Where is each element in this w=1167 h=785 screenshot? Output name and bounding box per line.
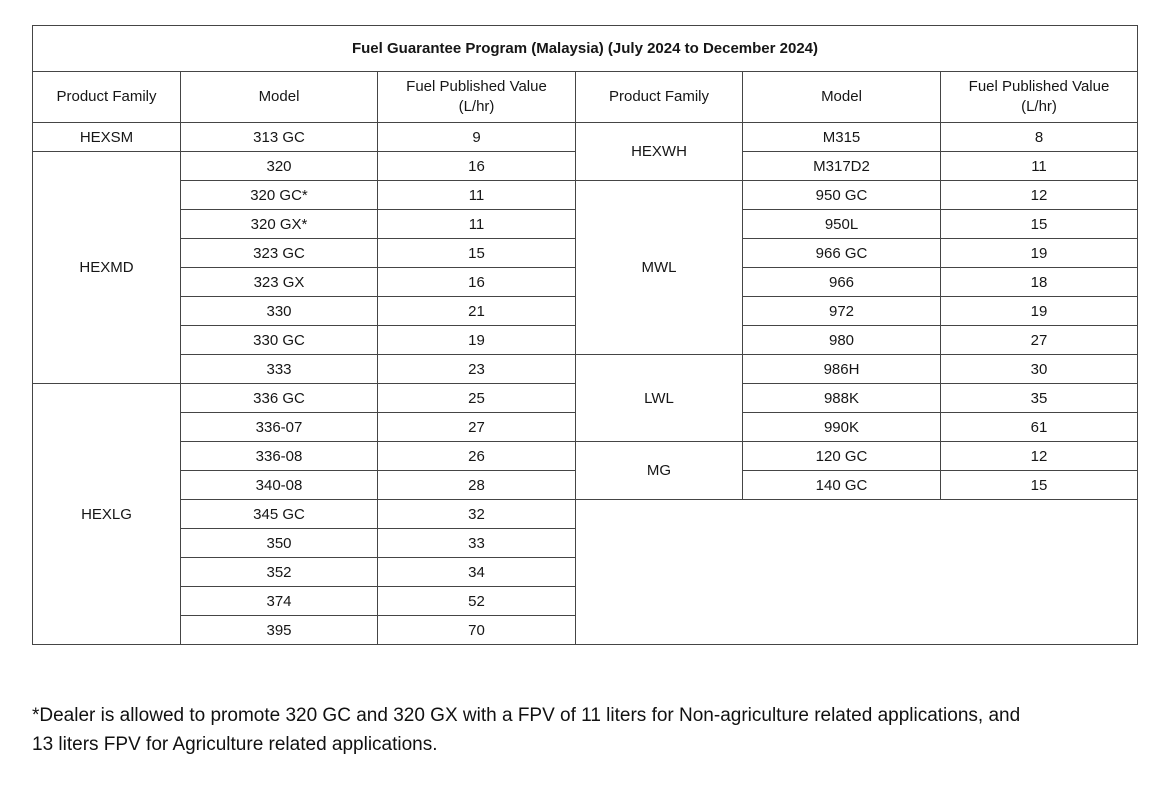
- table-row: 333 23 LWL 986H 30: [33, 354, 1138, 442]
- model-cell: 336 GC: [180, 383, 378, 413]
- family-cell: MWL: [575, 180, 743, 355]
- family-cell: HEXWH: [575, 122, 743, 181]
- value-cell: 11: [377, 180, 576, 210]
- table-row: 320 GX* 11 950L 15: [33, 209, 1138, 239]
- model-cell: 120 GC: [742, 441, 941, 471]
- model-cell: 966 GC: [742, 238, 941, 268]
- value-cell: 27: [940, 325, 1138, 355]
- value-cell: 12: [940, 441, 1138, 471]
- model-cell: 950 GC: [742, 180, 941, 210]
- title-row: Fuel Guarantee Program (Malaysia) (July …: [32, 25, 1138, 72]
- table-row: 395 70: [33, 615, 1138, 645]
- value-cell: 15: [940, 209, 1138, 239]
- header-row: Product Family Model Fuel Published Valu…: [32, 71, 1138, 123]
- value-cell: 25: [377, 383, 576, 413]
- family-cell: HEXLG: [32, 383, 181, 645]
- table-row: 323 GX 16 966 18: [33, 267, 1138, 297]
- model-cell: 320 GX*: [180, 209, 378, 239]
- value-cell: 16: [377, 267, 576, 297]
- model-cell: 336-07: [180, 412, 378, 442]
- value-cell: 21: [377, 296, 576, 326]
- value-cell: 9: [377, 122, 576, 152]
- family-cell: MG: [575, 441, 743, 500]
- table-row: 336-07 27 990K 61: [33, 412, 1138, 442]
- model-cell: 950L: [742, 209, 941, 239]
- model-cell: 333: [180, 354, 378, 384]
- value-cell: 8: [940, 122, 1138, 152]
- empty-region: [575, 499, 1138, 645]
- value-cell: 11: [940, 151, 1138, 181]
- model-cell: 340-08: [180, 470, 378, 500]
- header-product-family-left: Product Family: [32, 71, 181, 123]
- header-model-right: Model: [742, 71, 941, 123]
- model-cell: 330: [180, 296, 378, 326]
- table-title: Fuel Guarantee Program (Malaysia) (July …: [32, 25, 1138, 72]
- value-cell: 28: [377, 470, 576, 500]
- table-row: 320 GC* 11 MWL 950 GC 12: [33, 180, 1138, 355]
- value-cell: 19: [377, 325, 576, 355]
- table-row: 352 34: [33, 557, 1138, 587]
- table-row: HEXSM 313 GC 9 HEXWH M315 8: [32, 122, 1138, 181]
- header-fpv-right: Fuel Published Value (L/hr): [940, 71, 1138, 123]
- header-product-family-right: Product Family: [575, 71, 743, 123]
- model-cell: 313 GC: [180, 122, 378, 152]
- model-cell: M317D2: [742, 151, 941, 181]
- family-cell: HEXMD: [32, 151, 181, 384]
- value-cell: 32: [377, 499, 576, 529]
- value-cell: 23: [377, 354, 576, 384]
- table-row: 340-08 28 140 GC 15: [33, 470, 1138, 500]
- value-cell: 12: [940, 180, 1138, 210]
- model-cell: 986H: [742, 354, 941, 384]
- model-cell: 320: [180, 151, 378, 181]
- value-cell: 34: [377, 557, 576, 587]
- value-cell: 30: [940, 354, 1138, 384]
- model-cell: 323 GC: [180, 238, 378, 268]
- model-cell: 323 GX: [180, 267, 378, 297]
- value-cell: 26: [377, 441, 576, 471]
- value-cell: 19: [940, 238, 1138, 268]
- value-cell: 16: [377, 151, 576, 181]
- fuel-guarantee-table: Fuel Guarantee Program (Malaysia) (July …: [32, 25, 1138, 645]
- family-cell: LWL: [575, 354, 743, 442]
- value-cell: 33: [377, 528, 576, 558]
- value-cell: 61: [940, 412, 1138, 442]
- value-cell: 15: [377, 238, 576, 268]
- value-cell: 15: [940, 470, 1138, 500]
- model-cell: 972: [742, 296, 941, 326]
- model-cell: 395: [180, 615, 378, 645]
- model-cell: 350: [180, 528, 378, 558]
- model-cell: 336-08: [180, 441, 378, 471]
- table-row: HEXMD 320 16 M317D2 11: [32, 151, 1138, 384]
- table-row: HEXLG 336 GC 25 988K 35: [32, 383, 1138, 645]
- model-cell: 990K: [742, 412, 941, 442]
- value-cell: 35: [940, 383, 1138, 413]
- value-cell: 70: [377, 615, 576, 645]
- model-cell: 966: [742, 267, 941, 297]
- value-cell: 18: [940, 267, 1138, 297]
- model-cell: 374: [180, 586, 378, 616]
- table-row: 336-08 26 MG 120 GC 12: [33, 441, 1138, 500]
- value-cell: 11: [377, 209, 576, 239]
- footnote: *Dealer is allowed to promote 320 GC and…: [32, 705, 1021, 756]
- value-cell: 19: [940, 296, 1138, 326]
- model-cell: M315: [742, 122, 941, 152]
- model-cell: 330 GC: [180, 325, 378, 355]
- model-cell: 980: [742, 325, 941, 355]
- table-row: 330 GC 19 980 27: [33, 325, 1138, 355]
- value-cell: 52: [377, 586, 576, 616]
- model-cell: 345 GC: [180, 499, 378, 529]
- header-model-left: Model: [180, 71, 378, 123]
- family-cell: HEXSM: [32, 122, 181, 152]
- table-row: 323 GC 15 966 GC 19: [33, 238, 1138, 268]
- model-cell: 352: [180, 557, 378, 587]
- header-fpv-left: Fuel Published Value (L/hr): [377, 71, 576, 123]
- model-cell: 140 GC: [742, 470, 941, 500]
- model-cell: 320 GC*: [180, 180, 378, 210]
- model-cell: 988K: [742, 383, 941, 413]
- table-row: 345 GC 32: [33, 499, 1138, 645]
- table-row: 330 21 972 19: [33, 296, 1138, 326]
- value-cell: 27: [377, 412, 576, 442]
- fuel-table-sheet: Fuel Guarantee Program (Malaysia) (July …: [32, 25, 1138, 645]
